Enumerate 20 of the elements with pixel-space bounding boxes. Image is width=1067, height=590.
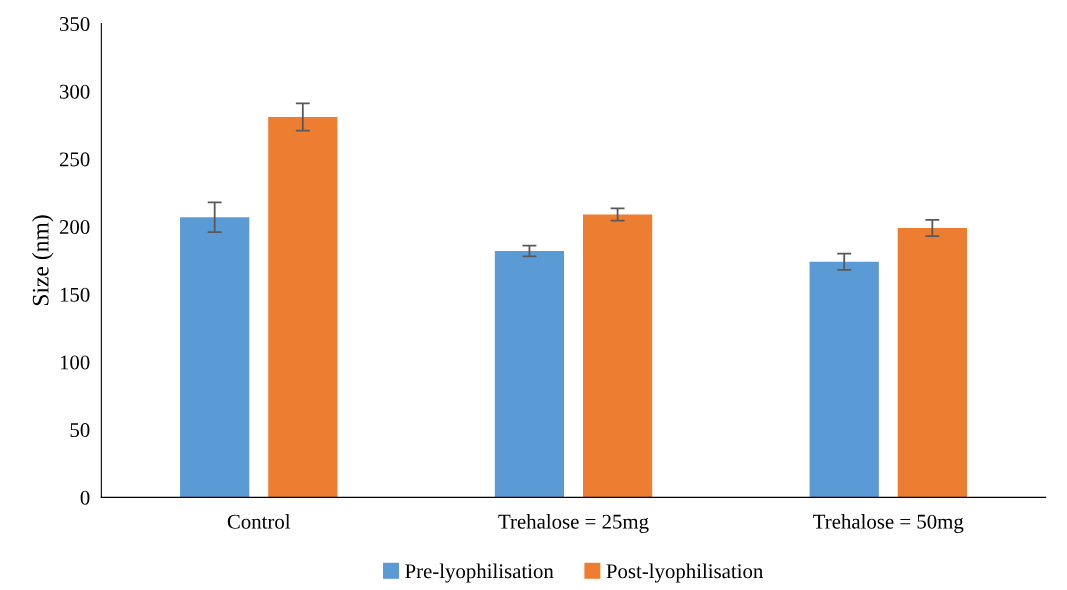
y-tick-label: 300 [60,84,90,99]
y-tick-label: 150 [60,287,90,302]
bar [809,261,879,498]
y-tick-label: 100 [60,355,90,370]
legend-label: Pre-lyophilisation [405,563,554,583]
bar [268,117,338,498]
x-tick-label: Trehalose = 50mg [813,514,964,533]
y-axis-title: Size (nm) [32,215,54,306]
legend-label: Post-lyophilisation [606,563,764,583]
bar [582,214,653,498]
x-tick-label: Trehalose = 25mg [498,514,649,533]
bar [494,251,565,498]
y-tick-label: 50 [70,423,90,438]
bar [897,228,967,498]
x-tick-label: Control [227,514,291,529]
y-tick-label: 200 [59,220,90,235]
y-tick-label: 250 [59,152,90,167]
y-tick-label: 350 [60,16,90,32]
y-tick-label: 0 [80,490,90,505]
bar [180,217,250,498]
